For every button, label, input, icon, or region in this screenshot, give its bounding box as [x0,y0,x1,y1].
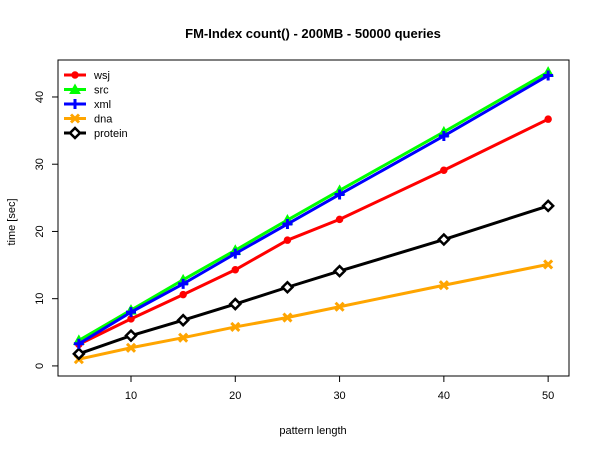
x-tick-label: 10 [125,390,137,402]
series-line-xml [78,74,549,346]
data-point-protein [124,328,138,343]
data-point-protein [332,264,347,278]
legend-item-protein: protein [64,126,128,140]
series-protein [72,199,555,361]
data-point-dna [178,332,189,343]
legend-marker-dna [69,113,81,124]
series-xml [73,70,554,349]
data-point-dna [334,301,345,312]
legend-label-dna: dna [94,114,113,126]
x-axis-label: pattern length [279,425,346,437]
y-tick-label: 0 [34,363,46,369]
data-point-protein [176,313,190,327]
data-point-wsj [231,266,240,274]
data-point-xml [438,130,449,141]
legend-item-src: src [64,83,109,97]
data-point-protein [280,280,295,295]
data-point-wsj [440,166,448,175]
y-axis: 0 10 20 30 40 [34,91,59,369]
x-tick-label: 30 [333,390,345,402]
data-point-xml [230,248,241,259]
data-point-xml [126,307,136,318]
data-point-xml [73,338,84,349]
data-point-protein [72,347,86,361]
data-point-dna [125,342,137,353]
data-point-dna [543,259,554,270]
legend-label-src: src [94,85,109,97]
series-line-wsj [78,117,549,346]
y-tick-label: 10 [34,293,46,305]
y-axis-label: time [sec] [6,198,18,245]
y-tick-label: 30 [34,158,46,170]
data-point-xml [178,278,189,289]
legend-marker-src [69,83,81,94]
data-point-dna [230,321,241,332]
data-point-dna [438,280,449,291]
legend-label-protein: protein [94,128,128,140]
y-tick-label: 20 [34,225,46,237]
legend-item-dna: dna [64,113,113,126]
legend-label-xml: xml [94,99,111,111]
y-tick-label: 40 [34,91,46,103]
legend-label-wsj: wsj [93,70,110,82]
legend: wsj src xml dna protein [64,70,128,140]
data-point-wsj [283,236,292,244]
series-line-dna [78,262,549,361]
legend-marker-wsj [71,71,79,79]
series-layer [72,66,555,365]
series-line-src [78,70,549,342]
data-point-wsj [179,290,187,299]
x-axis: 10 20 30 40 50 [125,375,554,402]
legend-item-xml: xml [64,99,111,111]
chart-title: FM-Index count() - 200MB - 50000 queries [185,26,441,41]
legend-marker-xml [70,99,80,109]
x-tick-label: 50 [542,390,554,402]
data-point-xml [334,189,345,200]
x-tick-label: 40 [438,390,450,402]
x-tick-label: 20 [229,390,241,402]
data-point-protein [228,297,243,311]
legend-marker-protein [68,126,82,140]
data-point-protein [541,199,555,213]
series-line-protein [78,204,549,356]
data-point-dna [282,312,293,323]
data-point-wsj [544,115,552,123]
data-point-wsj [335,215,344,224]
data-point-xml [543,70,554,81]
data-point-protein [437,232,451,247]
legend-item-wsj: wsj [64,70,110,82]
data-point-xml [282,219,293,230]
series-dna [73,259,554,365]
